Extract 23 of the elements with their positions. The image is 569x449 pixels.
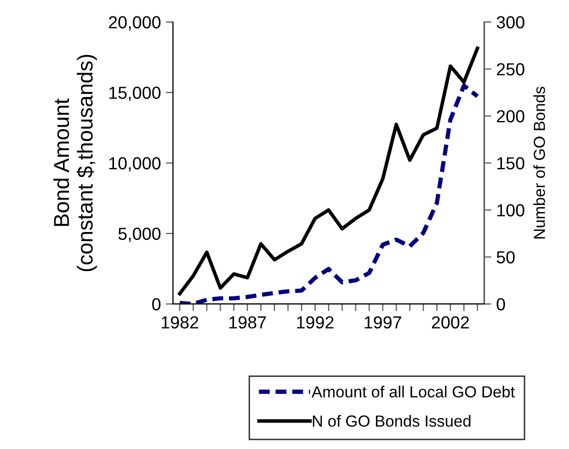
- line-series: [178, 46, 480, 296]
- legend-label: N of GO Bonds Issued: [312, 415, 470, 427]
- y-tick-label: 20,000: [108, 16, 160, 31]
- y-tick-label: 15,000: [109, 86, 160, 102]
- y2-tick-label: 300: [496, 16, 524, 28]
- y2-tick-label: 200: [496, 110, 524, 122]
- x-tick-label: 2002: [432, 316, 469, 329]
- y2-tick-label: 100: [497, 204, 524, 216]
- legend-label: Amount of all Local GO Debt: [312, 386, 515, 398]
- x-tick-label: 1987: [229, 316, 266, 329]
- y2-tick-label: 50: [496, 251, 515, 264]
- x-tick-label: 1997: [364, 316, 402, 329]
- y-tick-label: 5,000: [118, 228, 160, 242]
- x-tick-label: 1992: [297, 316, 334, 329]
- y2-tick-label: 150: [497, 157, 524, 170]
- y2-tick-label: 0: [496, 298, 505, 310]
- y-tick-label: 10,000: [109, 157, 160, 172]
- y-tick-label: 0: [152, 298, 160, 310]
- x-tick-label: 1982: [162, 316, 198, 329]
- y2-tick-label: 250: [496, 63, 524, 76]
- y2-axis-title: Number of GO Bonds: [533, 86, 546, 238]
- y-axis-title: Bond Amount (constant $,thousands): [53, 54, 97, 272]
- line-series: [178, 84, 480, 304]
